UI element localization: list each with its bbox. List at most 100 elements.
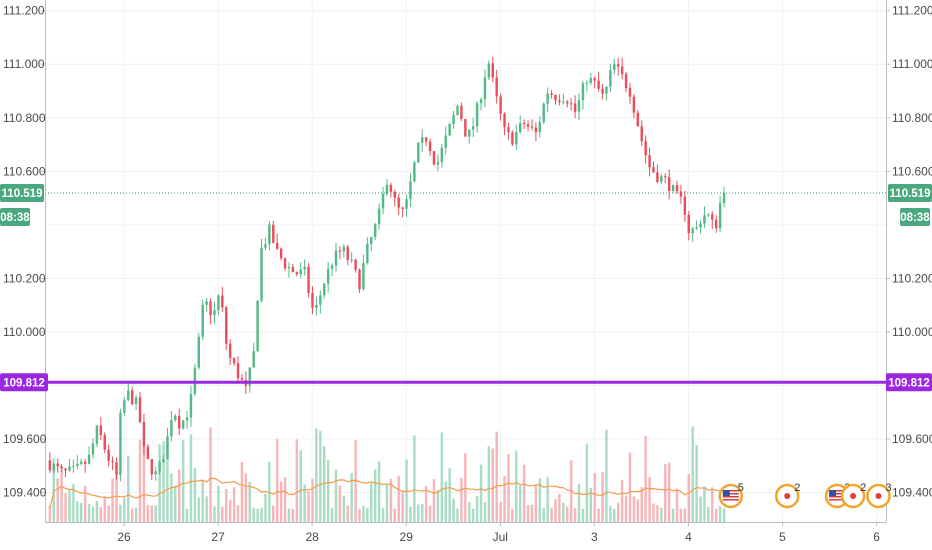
time-axis[interactable]: 26 27 28 29 Jul 3 4 5 6 <box>45 522 886 544</box>
candle[interactable] <box>483 69 487 107</box>
candle[interactable] <box>248 367 251 393</box>
candle[interactable] <box>413 160 416 183</box>
candle[interactable] <box>601 83 604 100</box>
candle[interactable] <box>221 286 224 312</box>
candle[interactable] <box>150 459 153 481</box>
candle[interactable] <box>664 173 667 183</box>
candle[interactable] <box>162 454 165 463</box>
candle[interactable] <box>48 451 52 473</box>
candle[interactable] <box>468 129 471 144</box>
candle[interactable] <box>577 93 581 121</box>
candle[interactable] <box>683 190 687 222</box>
candle[interactable] <box>166 427 169 460</box>
candle[interactable] <box>691 226 694 242</box>
candle[interactable] <box>389 182 393 198</box>
candle[interactable] <box>385 179 389 197</box>
candle[interactable] <box>350 251 353 263</box>
candle[interactable] <box>648 147 651 177</box>
candle[interactable] <box>397 193 400 216</box>
candle[interactable] <box>346 244 349 266</box>
left-price-axis[interactable]: 111.200 111.000 110.800 110.600 110.200 110.0… <box>3 0 47 522</box>
candle[interactable] <box>377 203 381 230</box>
candle[interactable] <box>334 243 338 272</box>
candle[interactable] <box>362 254 365 291</box>
candle[interactable] <box>354 258 357 273</box>
candle[interactable] <box>127 382 130 402</box>
candle[interactable] <box>475 101 479 133</box>
candle[interactable] <box>138 391 142 424</box>
candle[interactable] <box>142 413 146 455</box>
candle[interactable] <box>272 220 275 244</box>
candle[interactable] <box>479 97 483 111</box>
candle[interactable] <box>154 466 157 481</box>
candle[interactable] <box>460 102 463 121</box>
japan-flag-icon[interactable]: 3 <box>866 482 892 509</box>
candle[interactable] <box>228 339 232 365</box>
candle[interactable] <box>185 411 189 429</box>
japan-flag-icon[interactable]: 2 <box>840 482 866 509</box>
candle[interactable] <box>695 220 698 230</box>
candle[interactable] <box>538 116 542 138</box>
candle[interactable] <box>119 408 122 482</box>
candle[interactable] <box>134 395 138 410</box>
candlestick-series[interactable] <box>48 56 726 482</box>
candle[interactable] <box>60 464 63 473</box>
candle[interactable] <box>64 468 67 477</box>
candle[interactable] <box>456 104 459 116</box>
candle[interactable] <box>326 262 330 293</box>
candle[interactable] <box>111 456 114 471</box>
candle[interactable] <box>605 86 608 101</box>
candle[interactable] <box>401 206 404 218</box>
candle[interactable] <box>628 82 632 105</box>
candle[interactable] <box>417 142 420 163</box>
candle[interactable] <box>440 144 444 168</box>
candle[interactable] <box>315 296 318 316</box>
candle[interactable] <box>299 262 302 279</box>
candle[interactable] <box>99 416 103 440</box>
candle[interactable] <box>519 115 522 134</box>
candle[interactable] <box>452 110 455 130</box>
candle[interactable] <box>115 457 118 480</box>
candle[interactable] <box>95 424 99 447</box>
candle[interactable] <box>644 135 647 164</box>
candle[interactable] <box>507 122 510 140</box>
candle[interactable] <box>370 236 373 252</box>
candle[interactable] <box>323 282 326 299</box>
candle[interactable] <box>722 187 726 208</box>
candle[interactable] <box>209 298 212 325</box>
candle[interactable] <box>170 410 173 442</box>
candle[interactable] <box>471 117 475 138</box>
candle[interactable] <box>515 124 518 151</box>
candle[interactable] <box>714 215 718 233</box>
candle[interactable] <box>640 120 643 146</box>
candle[interactable] <box>232 357 236 366</box>
candle[interactable] <box>283 257 287 271</box>
candle[interactable] <box>558 94 561 106</box>
candle[interactable] <box>409 172 412 208</box>
candle[interactable] <box>205 298 208 312</box>
candle[interactable] <box>181 420 185 430</box>
candle[interactable] <box>652 161 655 173</box>
candle[interactable] <box>381 187 385 215</box>
candle[interactable] <box>569 97 573 111</box>
candle[interactable] <box>307 263 310 298</box>
candle[interactable] <box>130 386 134 406</box>
candle[interactable] <box>225 305 228 351</box>
candle[interactable] <box>613 58 616 75</box>
candle[interactable] <box>217 294 220 315</box>
candle[interactable] <box>72 459 75 473</box>
candle[interactable] <box>448 122 451 137</box>
candle[interactable] <box>707 213 710 218</box>
candle[interactable] <box>624 71 628 93</box>
candle[interactable] <box>236 356 240 381</box>
candle[interactable] <box>593 76 596 89</box>
candle[interactable] <box>671 184 675 193</box>
candle[interactable] <box>424 137 428 147</box>
candle[interactable] <box>252 342 255 368</box>
candle[interactable] <box>268 220 271 251</box>
candle[interactable] <box>511 130 514 147</box>
candle[interactable] <box>193 363 197 397</box>
candle[interactable] <box>428 138 432 156</box>
candle[interactable] <box>597 71 600 92</box>
